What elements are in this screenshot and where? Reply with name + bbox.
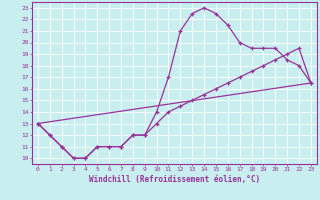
X-axis label: Windchill (Refroidissement éolien,°C): Windchill (Refroidissement éolien,°C) (89, 175, 260, 184)
